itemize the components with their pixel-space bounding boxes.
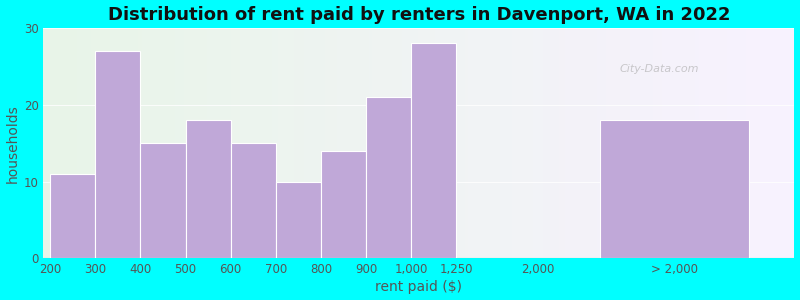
- Title: Distribution of rent paid by renters in Davenport, WA in 2022: Distribution of rent paid by renters in …: [108, 6, 730, 24]
- Y-axis label: households: households: [6, 104, 19, 182]
- Bar: [50, 174, 95, 258]
- X-axis label: rent paid ($): rent paid ($): [375, 280, 462, 294]
- Bar: [141, 143, 186, 258]
- Bar: [276, 182, 321, 258]
- Text: City-Data.com: City-Data.com: [619, 64, 699, 74]
- Bar: [411, 43, 456, 258]
- Bar: [95, 51, 141, 258]
- Bar: [230, 143, 276, 258]
- Bar: [366, 97, 411, 258]
- Bar: [186, 120, 230, 258]
- Bar: [321, 151, 366, 258]
- Bar: [601, 120, 750, 258]
